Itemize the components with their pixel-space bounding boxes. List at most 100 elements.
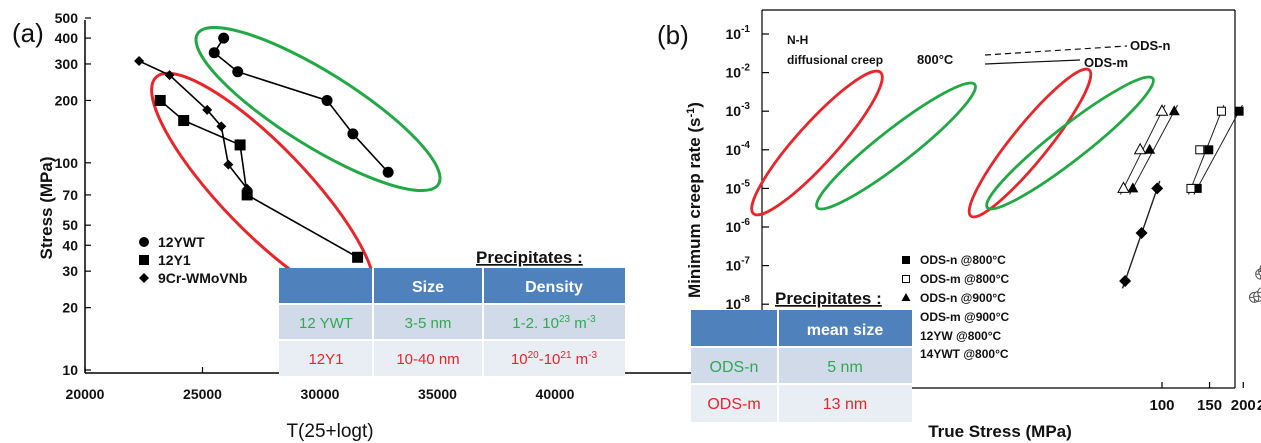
panel-b-y-tick-label: 10-8 xyxy=(726,294,751,312)
panel-a-x-tick-label: 25000 xyxy=(183,386,222,402)
panel-b-y-ticks: 10-1 10-2 10-3 10-4 10-5 10-6 10-7 10-8 xyxy=(726,24,769,312)
panel-b-14ywt-line xyxy=(1254,273,1261,298)
panel-a-y-tick-label: 10 xyxy=(62,362,78,378)
panel-b-legend-item: 12YW @800°C xyxy=(920,329,1002,343)
panel-b-red-ellipse-left xyxy=(750,69,884,217)
panel-b-red-ellipse-right xyxy=(967,67,1093,219)
panel-a-legend-9cr: 9Cr-WMoVNb xyxy=(158,270,247,286)
panel-a-y-tick-label: 400 xyxy=(55,30,79,46)
panel-a-circle-marker xyxy=(382,166,394,178)
panel-b-y-tick-label: 10-5 xyxy=(726,178,751,196)
panel-a-series xyxy=(134,32,394,263)
legend-filled-square-icon xyxy=(902,256,910,264)
panel-a-diamond-marker xyxy=(164,70,175,81)
panel-b-filled-diamond-marker xyxy=(1151,182,1164,195)
panel-b-series xyxy=(1117,104,1261,303)
panel-b-open-square-marker xyxy=(1186,183,1196,193)
panel-b-fit-line xyxy=(1129,104,1178,195)
panel-a-y-tick-label: 20 xyxy=(62,300,78,316)
panel-b-legend-item: ODS-m @900°C xyxy=(920,310,1010,324)
density-sep: -10 xyxy=(539,351,561,368)
panel-a-table-header xyxy=(279,268,625,304)
panel-a-y-tick-label: 300 xyxy=(55,56,79,72)
panel-b-filled-diamond-marker xyxy=(1119,274,1132,287)
panel-a-table-cell: 1-2. 1023 m-3 xyxy=(512,314,596,332)
panel-a-table-cell: 3-5 nm xyxy=(405,315,452,332)
panel-a-y-axis-label: Stress (MPa) xyxy=(37,157,56,260)
panel-a-y-tick-label: 500 xyxy=(55,10,79,26)
panel-b: (b) 10-1 10-2 10-3 10-4 10-5 10-6 10-7 10-8 100… xyxy=(657,9,1261,441)
panel-b-filled-triangle-marker xyxy=(1144,143,1156,154)
ylabel-main: Minimum creep rate (s xyxy=(685,118,704,298)
panel-a-y-tick-label: 200 xyxy=(55,92,79,108)
density-exp: 23 xyxy=(559,314,571,325)
panel-a-square-marker xyxy=(241,189,253,201)
panel-b-legend-item: 14YWT @800°C xyxy=(920,347,1009,361)
panel-b-open-square-marker xyxy=(1216,106,1226,116)
legend-diamond-icon xyxy=(139,273,149,283)
density-unit-exp: -3 xyxy=(587,314,596,325)
panel-a-x-tick-label: 40000 xyxy=(536,386,575,402)
panel-b-y-tick-label: 10-6 xyxy=(726,217,751,235)
legend-square-icon xyxy=(139,255,149,265)
panel-b-label: (b) xyxy=(657,20,689,50)
panel-b-filled-triangle-marker xyxy=(1168,105,1180,116)
panel-b-y-axis-label: Minimum creep rate (s-1) xyxy=(685,102,704,298)
panel-a-circle-marker xyxy=(232,66,244,78)
panel-b-annotations: N-H diffusional creep 800°C ODS-n ODS-m xyxy=(787,33,1171,70)
legend-filled-triangle-icon xyxy=(901,293,911,301)
panel-b-open-triangle-marker xyxy=(1117,181,1130,193)
panel-a-table-title: Precipitates : xyxy=(476,248,583,267)
panel-a-legend-12ywt: 12YWT xyxy=(158,234,205,250)
panel-b-open-triangle-marker xyxy=(1133,142,1147,155)
panel-a-series-line xyxy=(138,60,248,190)
ylabel-close: ) xyxy=(685,102,704,108)
panel-b-filled-square-marker xyxy=(1234,106,1244,116)
diffusional-label: diffusional creep xyxy=(787,53,883,67)
panel-a-y-tick-label: 50 xyxy=(62,217,78,233)
density-unit-exp: -3 xyxy=(588,350,597,361)
panel-b-table-cell: 13 nm xyxy=(823,396,867,413)
panel-a-table-row-1 xyxy=(279,304,625,340)
panel-b-filled-triangle-marker xyxy=(1127,182,1139,193)
panel-a-y-tick-label: 100 xyxy=(55,155,79,171)
panel-a-circle-marker xyxy=(218,32,230,44)
panel-a-table-cell: 10-40 nm xyxy=(396,351,459,368)
panel-a-x-ticks: 20000 25000 30000 35000 40000 xyxy=(66,367,575,402)
density-unit: m xyxy=(572,351,589,368)
panel-a-legend-12y1: 12Y1 xyxy=(158,252,191,268)
panel-a-circle-marker xyxy=(321,94,333,106)
panel-b-legend-item: ODS-m @800°C xyxy=(920,272,1010,286)
panel-b-legend-item: ODS-n @800°C xyxy=(920,253,1006,267)
panel-a-diamond-marker xyxy=(223,159,234,170)
panel-a-square-marker xyxy=(352,251,364,263)
panel-b-legend: ODS-n @800°C ODS-m @800°C ODS-n @900°C O… xyxy=(900,253,1010,361)
panel-b-table-cell: ODS-m xyxy=(707,396,760,413)
panel-b-y-tick-label: 10-2 xyxy=(726,63,751,81)
panel-b-table-title: Precipitates : xyxy=(775,289,882,308)
panel-a-diamond-marker xyxy=(202,104,213,115)
panel-a-x-axis-label: T(25+logt) xyxy=(286,421,373,442)
panel-b-y-tick-label: 10-3 xyxy=(726,101,751,119)
panel-b-filled-square-marker xyxy=(1204,145,1214,155)
panel-b-legend-item: ODS-n @900°C xyxy=(920,291,1006,305)
panel-a-x-tick-label: 30000 xyxy=(301,386,340,402)
panel-a-square-marker xyxy=(178,115,190,127)
panel-a-legend: 12YWT 12Y1 9Cr-WMoVNb xyxy=(139,234,247,286)
ods-n-nh-line xyxy=(984,45,1128,56)
panel-b-fit-line xyxy=(1193,104,1243,195)
panel-a-circle-marker xyxy=(347,128,359,140)
panel-b-x-tick-label: 200 xyxy=(1231,397,1256,414)
panel-b-table-header xyxy=(691,310,912,347)
panel-a-y-tick-label: 40 xyxy=(62,237,78,253)
panel-a-table-header-density: Density xyxy=(525,279,583,296)
panel-a-diamond-marker xyxy=(242,183,253,194)
panel-a-x-tick-label: 20000 xyxy=(66,386,105,402)
panel-b-green-ellipse-left xyxy=(815,81,977,211)
panel-a-y-tick-label: 30 xyxy=(62,263,78,279)
panel-a-x-tick-label: 35000 xyxy=(418,386,457,402)
ods-m-nh-line xyxy=(984,59,1081,65)
panel-a-table-cell: 12Y1 xyxy=(308,351,343,368)
panel-b-x-tick-label: 150 xyxy=(1197,397,1222,414)
panel-b-x-ticks: 100150200250300 xyxy=(1149,382,1261,414)
